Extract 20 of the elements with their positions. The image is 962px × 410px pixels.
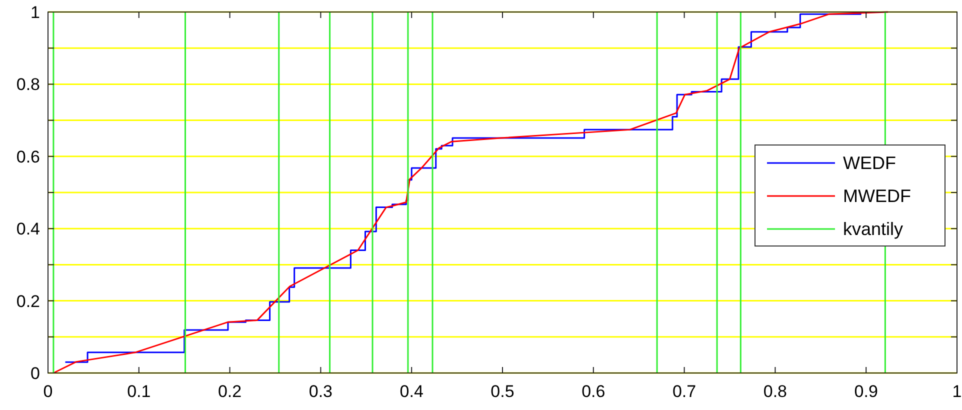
y-tick-label: 0.8: [16, 75, 40, 94]
x-tick-label: 0.9: [854, 382, 878, 401]
x-tick-label: 0.5: [490, 382, 514, 401]
y-tick-label: 0.2: [16, 292, 40, 311]
x-tick-label: 0: [43, 382, 53, 401]
x-tick-label: 0.4: [400, 382, 424, 401]
y-tick-label: 0.4: [16, 220, 40, 239]
legend-label: MWEDF: [843, 186, 911, 206]
y-tick-label: 1: [30, 3, 40, 22]
x-tick-label: 0.6: [582, 382, 606, 401]
x-tick-label: 0.7: [672, 382, 696, 401]
x-tick-label: 0.2: [218, 382, 242, 401]
x-tick-label: 0.3: [308, 382, 333, 401]
x-tick-label: 1: [952, 382, 962, 401]
y-tick-label: 0.6: [16, 147, 40, 166]
y-tick-label: 0: [30, 364, 40, 383]
x-tick-label: 0.8: [763, 382, 788, 401]
legend-label: kvantily: [843, 219, 904, 239]
x-tick-label: 0.1: [127, 382, 151, 401]
legend-label: WEDF: [843, 153, 896, 173]
